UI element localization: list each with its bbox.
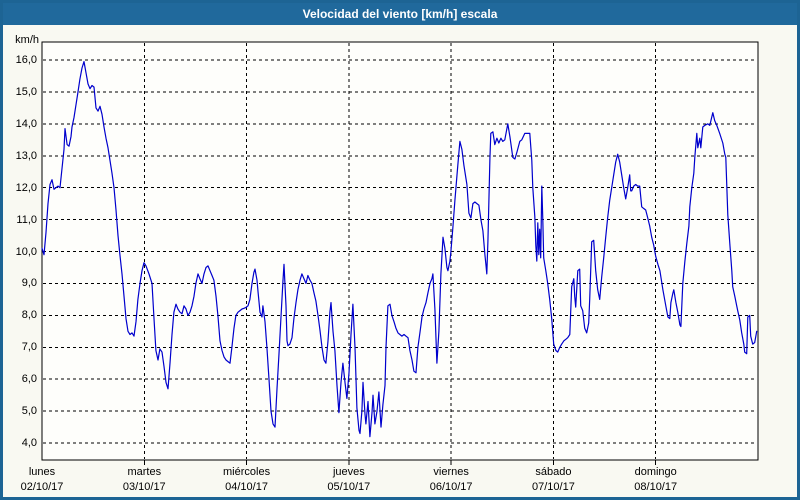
x-day-name: jueves [332,466,365,478]
x-day-name: lunes [28,466,56,478]
chart-region: km/h 16,0 15,0 14,0 13,0 12,0 11,0 10,0 9,0 8,0 7… [3,25,797,497]
y-tick-label: 6,0 [21,373,37,386]
y-tick-label: 14,0 [15,117,37,130]
window-title: Velocidad del viento [km/h] escala [302,7,498,21]
x-day-name: sábado [535,466,572,478]
x-day-name: martes [127,466,162,478]
x-day-date: 06/10/17 [429,481,473,493]
x-day-date: 08/10/17 [634,481,678,493]
y-tick-label: 15,0 [15,85,37,98]
x-day-date: 05/10/17 [327,481,371,493]
wind-speed-line [41,60,758,438]
x-day-name: viernes [433,466,469,478]
x-day-date: 07/10/17 [532,481,575,493]
y-tick-label: 5,0 [21,405,37,418]
x-day-label: viernes 06/10/17 [406,465,496,495]
y-tick-label: 10,0 [15,245,37,258]
y-tick-label: 4,0 [21,437,37,450]
y-tick-label: 7,0 [21,341,37,354]
x-day-label: domingo 08/10/17 [611,465,701,495]
x-day-label: martes 03/10/17 [99,465,189,495]
x-day-label: jueves 05/10/17 [304,465,394,495]
y-tick-label: 8,0 [21,309,37,322]
x-day-date: 04/10/17 [225,481,268,493]
plot-frame [41,41,759,461]
y-axis-unit-label: km/h [15,34,39,46]
x-day-label: sábado 07/10/17 [508,465,598,495]
x-day-name: domingo [634,466,677,478]
titlebar: Velocidad del viento [km/h] escala [3,3,797,25]
x-day-label: lunes 02/10/17 [3,465,87,495]
y-tick-label: 11,0 [16,213,37,226]
x-day-label: miércoles 04/10/17 [202,465,292,495]
x-day-date: 02/10/17 [20,481,64,493]
y-tick-label: 16,0 [15,54,37,66]
y-tick-label: 13,0 [15,149,37,162]
chart-plot [41,41,759,465]
x-day-date: 03/10/17 [122,481,166,493]
y-tick-label: 12,0 [15,181,37,194]
y-tick-label: 9,0 [21,277,37,290]
x-day-name: miércoles [223,466,271,478]
